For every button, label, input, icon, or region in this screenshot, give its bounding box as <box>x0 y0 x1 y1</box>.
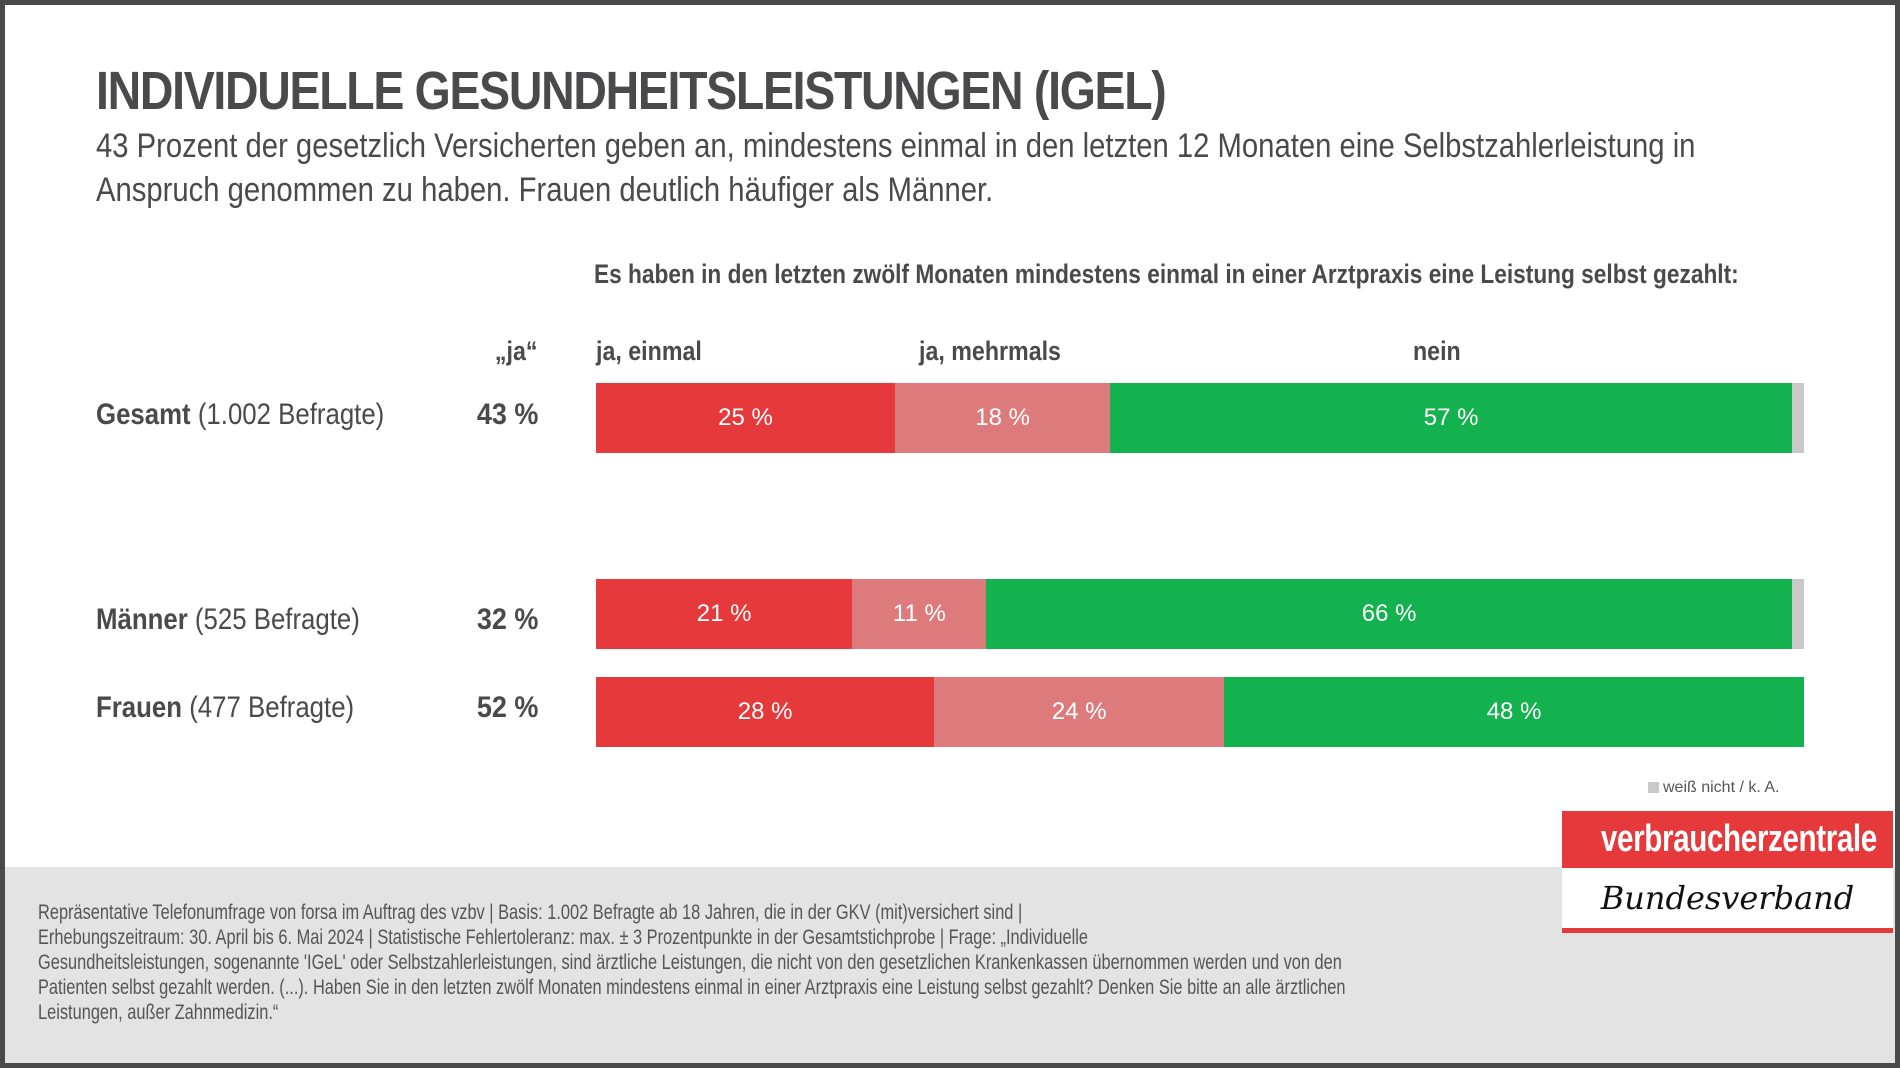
bar-segment-weiss-nicht <box>1791 579 1804 649</box>
logo-wordmark: verbraucherzentrale <box>1562 811 1893 868</box>
logo-subline: Bundesverband <box>1600 879 1855 917</box>
bar-maenner: 21 % 11 % 66 % <box>596 579 1804 649</box>
data-label: 21 % <box>696 600 752 627</box>
bar-segment-ja-einmal: 21 % <box>596 579 853 649</box>
row-detail: (525 Befragte) <box>194 603 360 636</box>
row-label-gesamt: Gesamt (1.002 Befragte) <box>96 398 384 432</box>
data-label: 24 % <box>1051 698 1107 725</box>
row-ja-total-maenner: 32 % <box>476 603 538 636</box>
footnote-line: Leistungen, außer Zahnmedizin.“ <box>38 1001 279 1024</box>
footnote-line: Gesundheitsleistungen, sogenannte 'IGeL'… <box>38 951 1342 974</box>
data-label: 11 % <box>892 600 946 627</box>
legend-swatch-weiss-nicht <box>1648 782 1659 793</box>
series-label-ja-mehrmals: ja, mehrmals <box>919 336 1061 366</box>
bar-segment-ja-einmal: 28 % <box>596 677 935 747</box>
row-group: Männer <box>96 603 188 636</box>
bar-segment-ja-mehrmals: 11 % <box>852 579 987 649</box>
data-label: 66 % <box>1361 600 1417 627</box>
data-label: 18 % <box>975 404 1030 431</box>
bar-segment-ja-einmal: 25 % <box>596 383 895 453</box>
bar-segment-nein: 66 % <box>986 579 1792 649</box>
logo-wordmark-text: verbraucherzentrale <box>1600 818 1877 860</box>
data-label: 28 % <box>737 698 793 725</box>
bar-gesamt: 25 % 18 % 57 % <box>596 383 1804 453</box>
series-label-ja-einmal: ja, einmal <box>596 336 702 366</box>
data-label: 25 % <box>718 404 773 431</box>
footnote-line: Patienten selbst gezahlt werden. (...). … <box>38 976 1346 999</box>
bar-segment-ja-mehrmals: 24 % <box>934 677 1225 747</box>
data-label: 48 % <box>1486 698 1542 725</box>
bar-segment-nein: 48 % <box>1224 677 1804 747</box>
row-ja-total-gesamt: 43 % <box>476 398 538 431</box>
series-label-nein: nein <box>1413 336 1461 366</box>
row-group: Gesamt <box>96 398 191 431</box>
footnote-line: Repräsentative Telefonumfrage von forsa … <box>38 901 1023 924</box>
row-detail: (477 Befragte) <box>189 691 355 724</box>
row-label-maenner: Männer (525 Befragte) <box>96 603 360 637</box>
row-label-frauen: Frauen (477 Befragte) <box>96 691 354 725</box>
vzbv-logo: verbraucherzentrale Bundesverband <box>1562 811 1893 933</box>
footnote: Repräsentative Telefonumfrage von forsa … <box>38 900 1676 1025</box>
data-label: 57 % <box>1423 404 1479 431</box>
page-title: INDIVIDUELLE GESUNDHEITSLEISTUNGEN (IGEL… <box>96 61 1167 121</box>
ja-column-header: „ja“ <box>495 336 538 366</box>
footnote-line: Erhebungszeitraum: 30. April bis 6. Mai … <box>38 926 1088 949</box>
chart-title: Es haben in den letzten zwölf Monaten mi… <box>594 259 1739 289</box>
row-group: Frauen <box>96 691 183 724</box>
logo-underline <box>1562 928 1893 933</box>
page-subtitle: 43 Prozent der gesetzlich Versicherten g… <box>96 127 1696 209</box>
legend-label: weiß nicht / k. A. <box>1663 779 1780 796</box>
legend: weiß nicht / k. A. <box>1648 779 1779 797</box>
bar-segment-ja-mehrmals: 18 % <box>895 383 1111 453</box>
bar-segment-weiss-nicht <box>1792 383 1804 453</box>
row-ja-total-frauen: 52 % <box>476 691 538 724</box>
bar-segment-nein: 57 % <box>1110 383 1793 453</box>
row-detail: (1.002 Befragte) <box>197 398 385 431</box>
bar-frauen: 28 % 24 % 48 % <box>596 677 1804 747</box>
